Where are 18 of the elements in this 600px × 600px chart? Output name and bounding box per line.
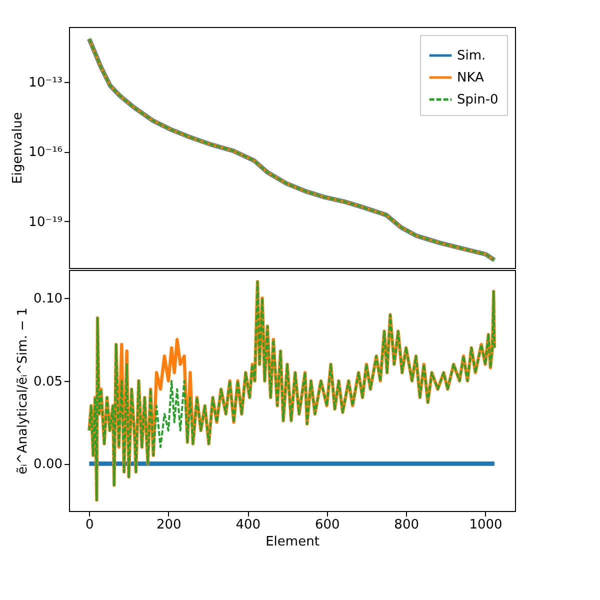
- legend-label: NKA: [457, 70, 484, 86]
- x-tick-label: 200: [156, 518, 182, 532]
- y-tick-label: 10⁻¹³: [28, 75, 62, 90]
- x-tick-label: 1000: [469, 518, 502, 532]
- x-tick-label: 800: [394, 518, 419, 532]
- x-tick-label: 600: [314, 518, 340, 532]
- y-tick-label: 10⁻¹⁹: [28, 214, 62, 230]
- x-tick-label: 0: [86, 518, 94, 532]
- legend-label: Sim.: [457, 48, 486, 64]
- legend-label: Spin-0: [457, 92, 498, 108]
- y-tick-label: 10⁻¹⁶: [28, 145, 62, 160]
- x-tick-label: 400: [236, 518, 261, 532]
- y-tick-label: 0.10: [34, 292, 62, 307]
- x-axis-title: Element: [266, 534, 320, 550]
- y-tick-label: 0.05: [34, 374, 62, 390]
- y-tick-label: 0.00: [34, 457, 62, 472]
- y-axis-title: Eigenvalue: [10, 112, 26, 184]
- y-axis-title: ẽᵢ^Analytical/ẽᵢ^Sim. − 1: [16, 308, 31, 474]
